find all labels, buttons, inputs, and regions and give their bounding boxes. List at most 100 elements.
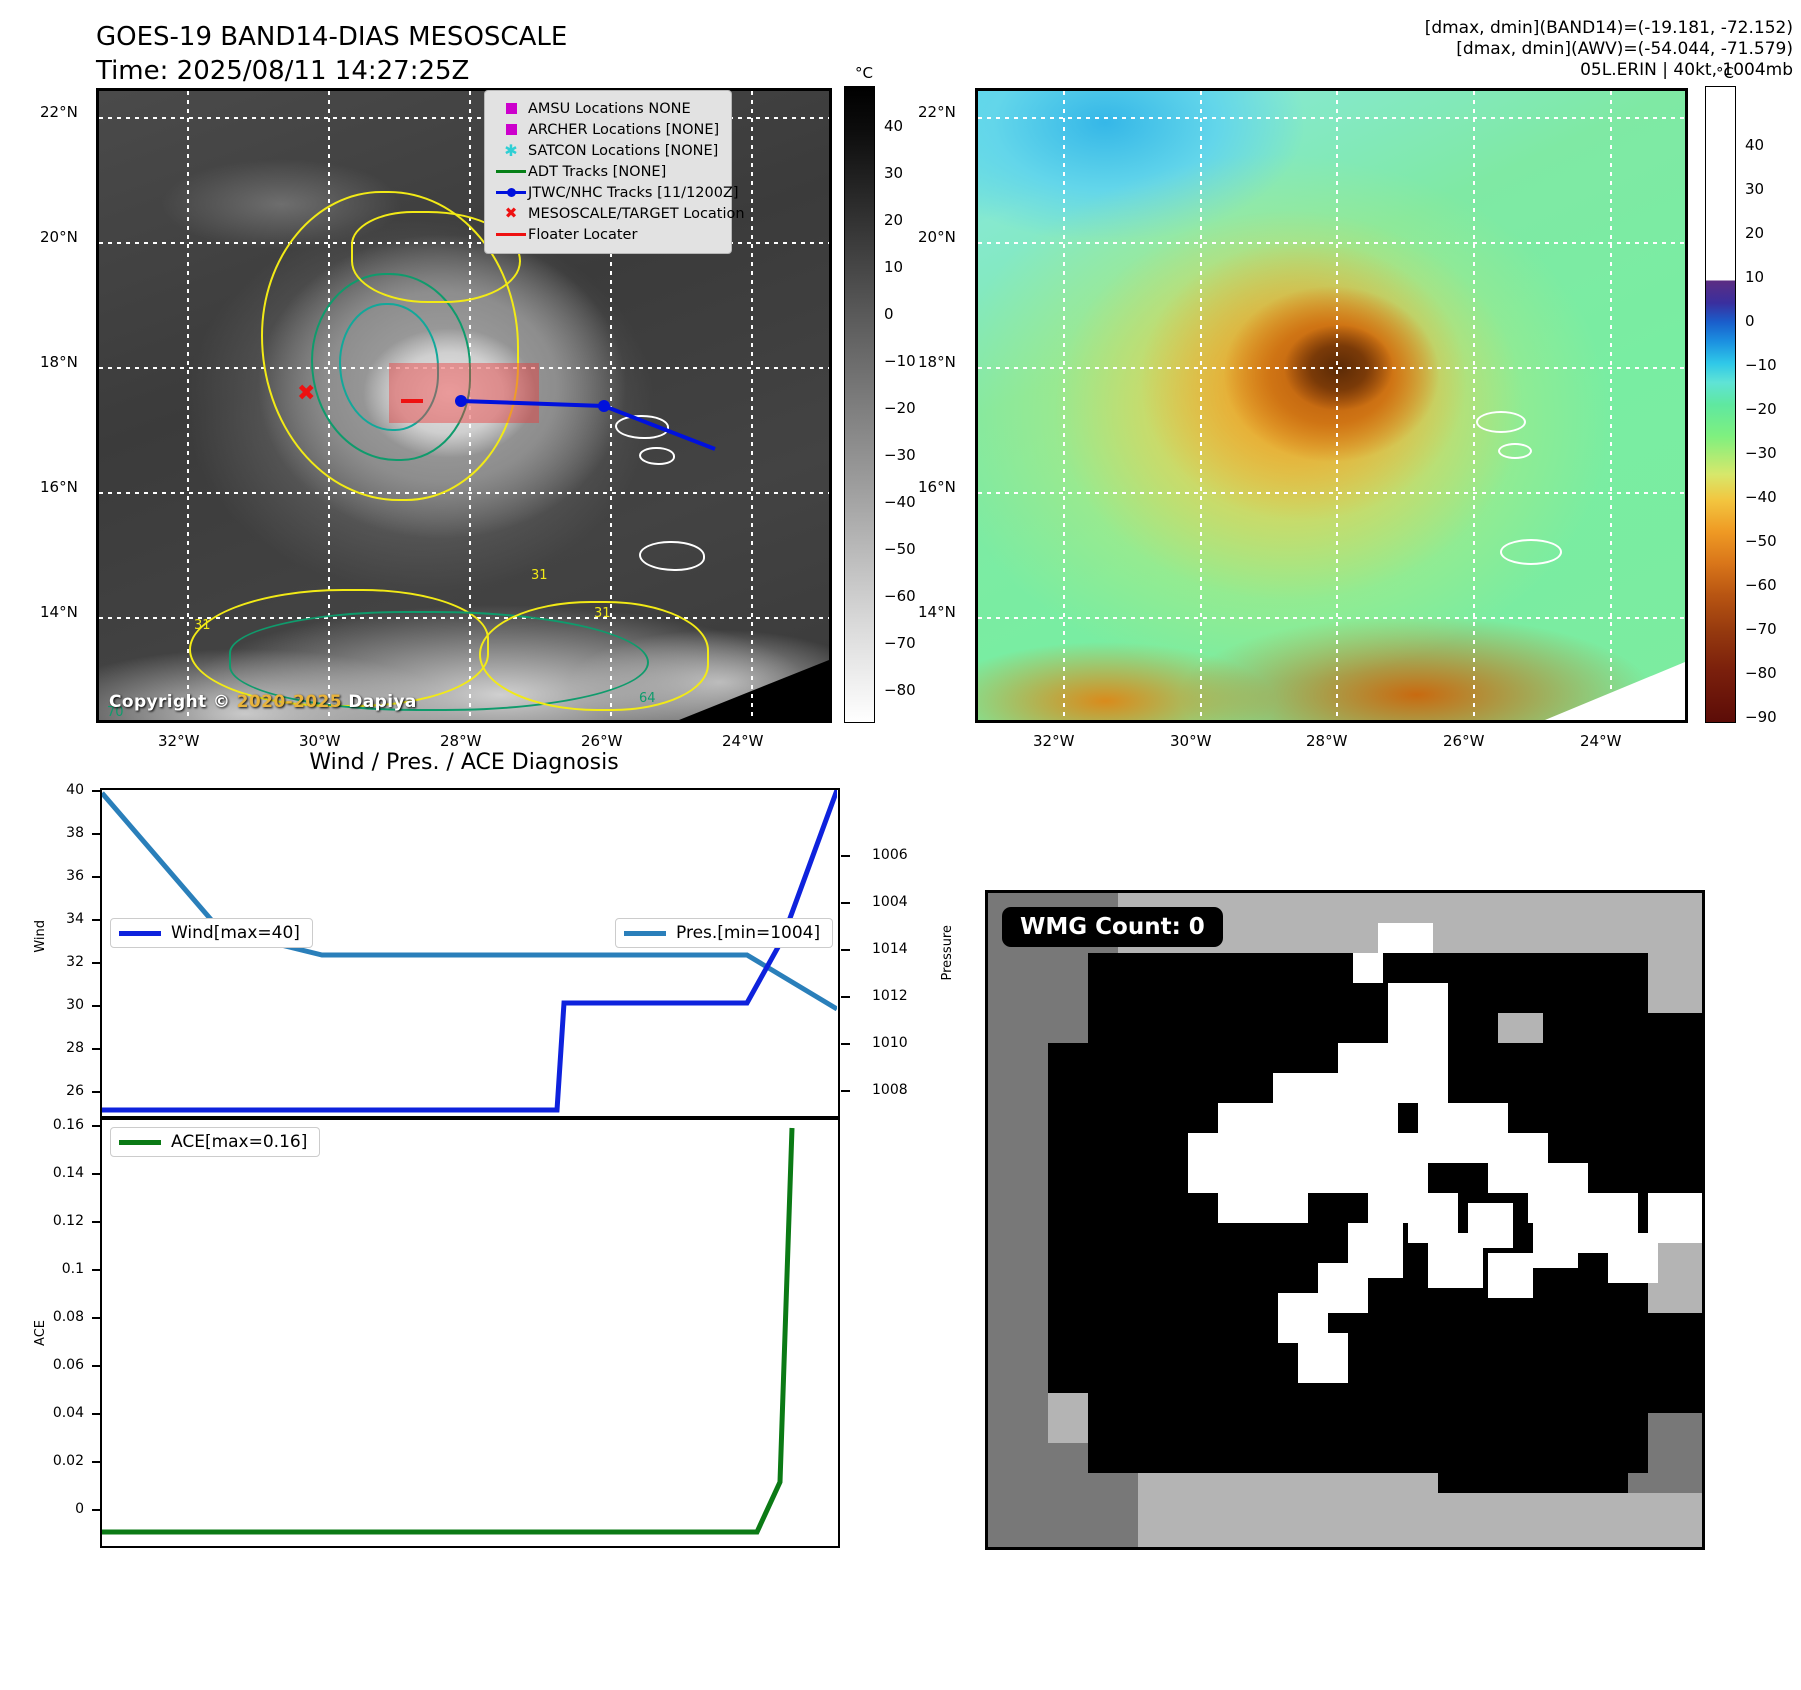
ace-ytick: 0 bbox=[75, 1501, 84, 1517]
wind-ytick: 26 bbox=[66, 1083, 84, 1099]
ir-map-xtick: 26°W bbox=[581, 732, 623, 750]
awv-map-xtick: 30°W bbox=[1170, 732, 1212, 750]
gridline-horizontal bbox=[99, 117, 829, 119]
pressure-ytick: 1006 bbox=[872, 847, 908, 863]
awv-satellite-map[interactable] bbox=[975, 88, 1688, 723]
wind-tickmark bbox=[92, 919, 101, 921]
awv-contour-white bbox=[1498, 443, 1532, 459]
ir-map-ytick: 18°N bbox=[40, 353, 78, 371]
wmg-white-cell bbox=[1498, 1013, 1543, 1043]
legend-item-amsu: AMSU Locations NONE bbox=[494, 98, 722, 119]
x-marker-icon: ✖ bbox=[504, 204, 518, 222]
wind-tickmark bbox=[92, 876, 101, 878]
wmg-white-cell bbox=[1648, 1193, 1702, 1243]
ace-tickmark bbox=[92, 1461, 101, 1463]
line-swatch-icon bbox=[494, 233, 528, 236]
awv-colorbar-tick: −20 bbox=[1745, 400, 1777, 418]
line-swatch-icon bbox=[494, 170, 528, 173]
pressure-ytick: 1012 bbox=[872, 988, 908, 1004]
awv-map-ytick: 20°N bbox=[918, 228, 956, 246]
pressure-legend-label: Pres.[min=1004] bbox=[676, 923, 821, 943]
legend-label: SATCON Locations [NONE] bbox=[528, 142, 719, 159]
contour-yellow-outer bbox=[261, 191, 519, 501]
contour-yellow-southeast bbox=[479, 601, 709, 711]
contour-label: 64 bbox=[639, 691, 656, 706]
pressure-tickmark bbox=[841, 1090, 850, 1092]
ace-ytick: 0.08 bbox=[52, 1309, 84, 1325]
copyright-years: 2020-2025 bbox=[236, 692, 342, 712]
gridline-horizontal bbox=[978, 242, 1685, 244]
ir-map-ytick: 22°N bbox=[40, 103, 78, 121]
contour-label: 31 bbox=[194, 618, 211, 633]
mesoscale-target-marker: ✖ bbox=[297, 381, 316, 406]
wmg-white-cell bbox=[1298, 1333, 1348, 1383]
copyright-notice: Copyright © 2020-2025 Dapiya bbox=[109, 692, 417, 712]
ace-tickmark bbox=[92, 1365, 101, 1367]
gridline-horizontal bbox=[978, 492, 1685, 494]
ace-legend[interactable]: ACE[max=0.16] bbox=[110, 1127, 321, 1157]
pressure-ytick: 1008 bbox=[872, 1082, 908, 1098]
target-region-box bbox=[389, 363, 539, 423]
awv-colorbar-tick: 20 bbox=[1745, 224, 1765, 242]
awv-colorbar-tick: −80 bbox=[1745, 664, 1777, 682]
gridline-vertical bbox=[187, 91, 189, 720]
ir-map-xtick: 32°W bbox=[158, 732, 200, 750]
pressure-series-line bbox=[102, 791, 837, 1012]
pressure-ytick: 1004 bbox=[872, 894, 908, 910]
legend-label: ADT Tracks [NONE] bbox=[528, 163, 667, 180]
pressure-tickmark bbox=[841, 1043, 850, 1045]
ir-colorbar-tick: −40 bbox=[884, 493, 916, 511]
wind-ytick: 40 bbox=[66, 782, 84, 798]
wind-ytick: 36 bbox=[66, 868, 84, 884]
wind-tickmark bbox=[92, 1091, 101, 1093]
wind-pressure-plot bbox=[102, 790, 837, 1113]
legend-item-floater: Floater Locater bbox=[494, 224, 722, 245]
gridline-vertical bbox=[1473, 91, 1475, 720]
wind-tickmark bbox=[92, 962, 101, 964]
ace-tickmark bbox=[92, 1221, 101, 1223]
wind-legend-label: Wind[max=40] bbox=[171, 923, 300, 943]
wmg-white-cell bbox=[1288, 1133, 1378, 1193]
awv-map-ytick: 22°N bbox=[918, 103, 956, 121]
wmg-black-region bbox=[1608, 1013, 1702, 1193]
awv-map-xtick: 24°W bbox=[1580, 732, 1622, 750]
wind-ytick: 30 bbox=[66, 997, 84, 1013]
awv-colorbar-tick: −30 bbox=[1745, 444, 1777, 462]
ir-map-ytick: 14°N bbox=[40, 603, 78, 621]
pressure-line-swatch-icon bbox=[624, 930, 666, 936]
wind-ytick: 38 bbox=[66, 825, 84, 841]
ir-map-legend[interactable]: AMSU Locations NONE ARCHER Locations [NO… bbox=[484, 90, 745, 254]
wmg-mask-panel[interactable]: WMG Count: 0 bbox=[985, 890, 1705, 1550]
square-marker-icon bbox=[494, 124, 528, 135]
wind-series-line bbox=[102, 790, 837, 1113]
legend-label: ARCHER Locations [NONE] bbox=[528, 121, 720, 138]
ir-colorbar-tick: 20 bbox=[884, 211, 904, 229]
wind-legend[interactable]: Wind[max=40] bbox=[110, 918, 313, 948]
awv-colorbar-tick: 30 bbox=[1745, 180, 1765, 198]
legend-item-satcon: ✱ SATCON Locations [NONE] bbox=[494, 140, 722, 161]
pressure-tickmark bbox=[841, 996, 850, 998]
stat-band14-range: [dmax, dmin](BAND14)=(-19.181, -72.152) bbox=[1424, 18, 1793, 38]
legend-item-jtwc: JTWC/NHC Tracks [11/1200Z] bbox=[494, 182, 739, 203]
ir-colorbar-tick: −50 bbox=[884, 540, 916, 558]
wind-tickmark bbox=[92, 833, 101, 835]
awv-colorbar bbox=[1705, 86, 1736, 723]
awv-map-xtick: 32°W bbox=[1033, 732, 1075, 750]
awv-map-xtick: 28°W bbox=[1306, 732, 1348, 750]
legend-label: JTWC/NHC Tracks [11/1200Z] bbox=[528, 184, 739, 201]
awv-colorbar-tick: −70 bbox=[1745, 620, 1777, 638]
page-title: GOES-19 BAND14-DIAS MESOSCALE Time: 2025… bbox=[96, 20, 567, 88]
asterisk-marker-icon: ✱ bbox=[504, 140, 518, 160]
contour-white-east bbox=[639, 447, 675, 465]
floater-locater-bar bbox=[401, 399, 423, 403]
ace-ytick: 0.02 bbox=[52, 1453, 84, 1469]
pressure-legend[interactable]: Pres.[min=1004] bbox=[615, 918, 834, 948]
awv-colorbar-tick: −60 bbox=[1745, 576, 1777, 594]
gridline-horizontal bbox=[978, 117, 1685, 119]
wind-pressure-chart[interactable] bbox=[100, 788, 840, 1118]
pressure-tickmark bbox=[841, 855, 850, 857]
gridline-vertical bbox=[1610, 91, 1612, 720]
gridline-horizontal bbox=[978, 617, 1685, 619]
legend-item-mesoscale: ✖ MESOSCALE/TARGET Location bbox=[494, 203, 745, 224]
ace-chart[interactable] bbox=[100, 1118, 840, 1548]
